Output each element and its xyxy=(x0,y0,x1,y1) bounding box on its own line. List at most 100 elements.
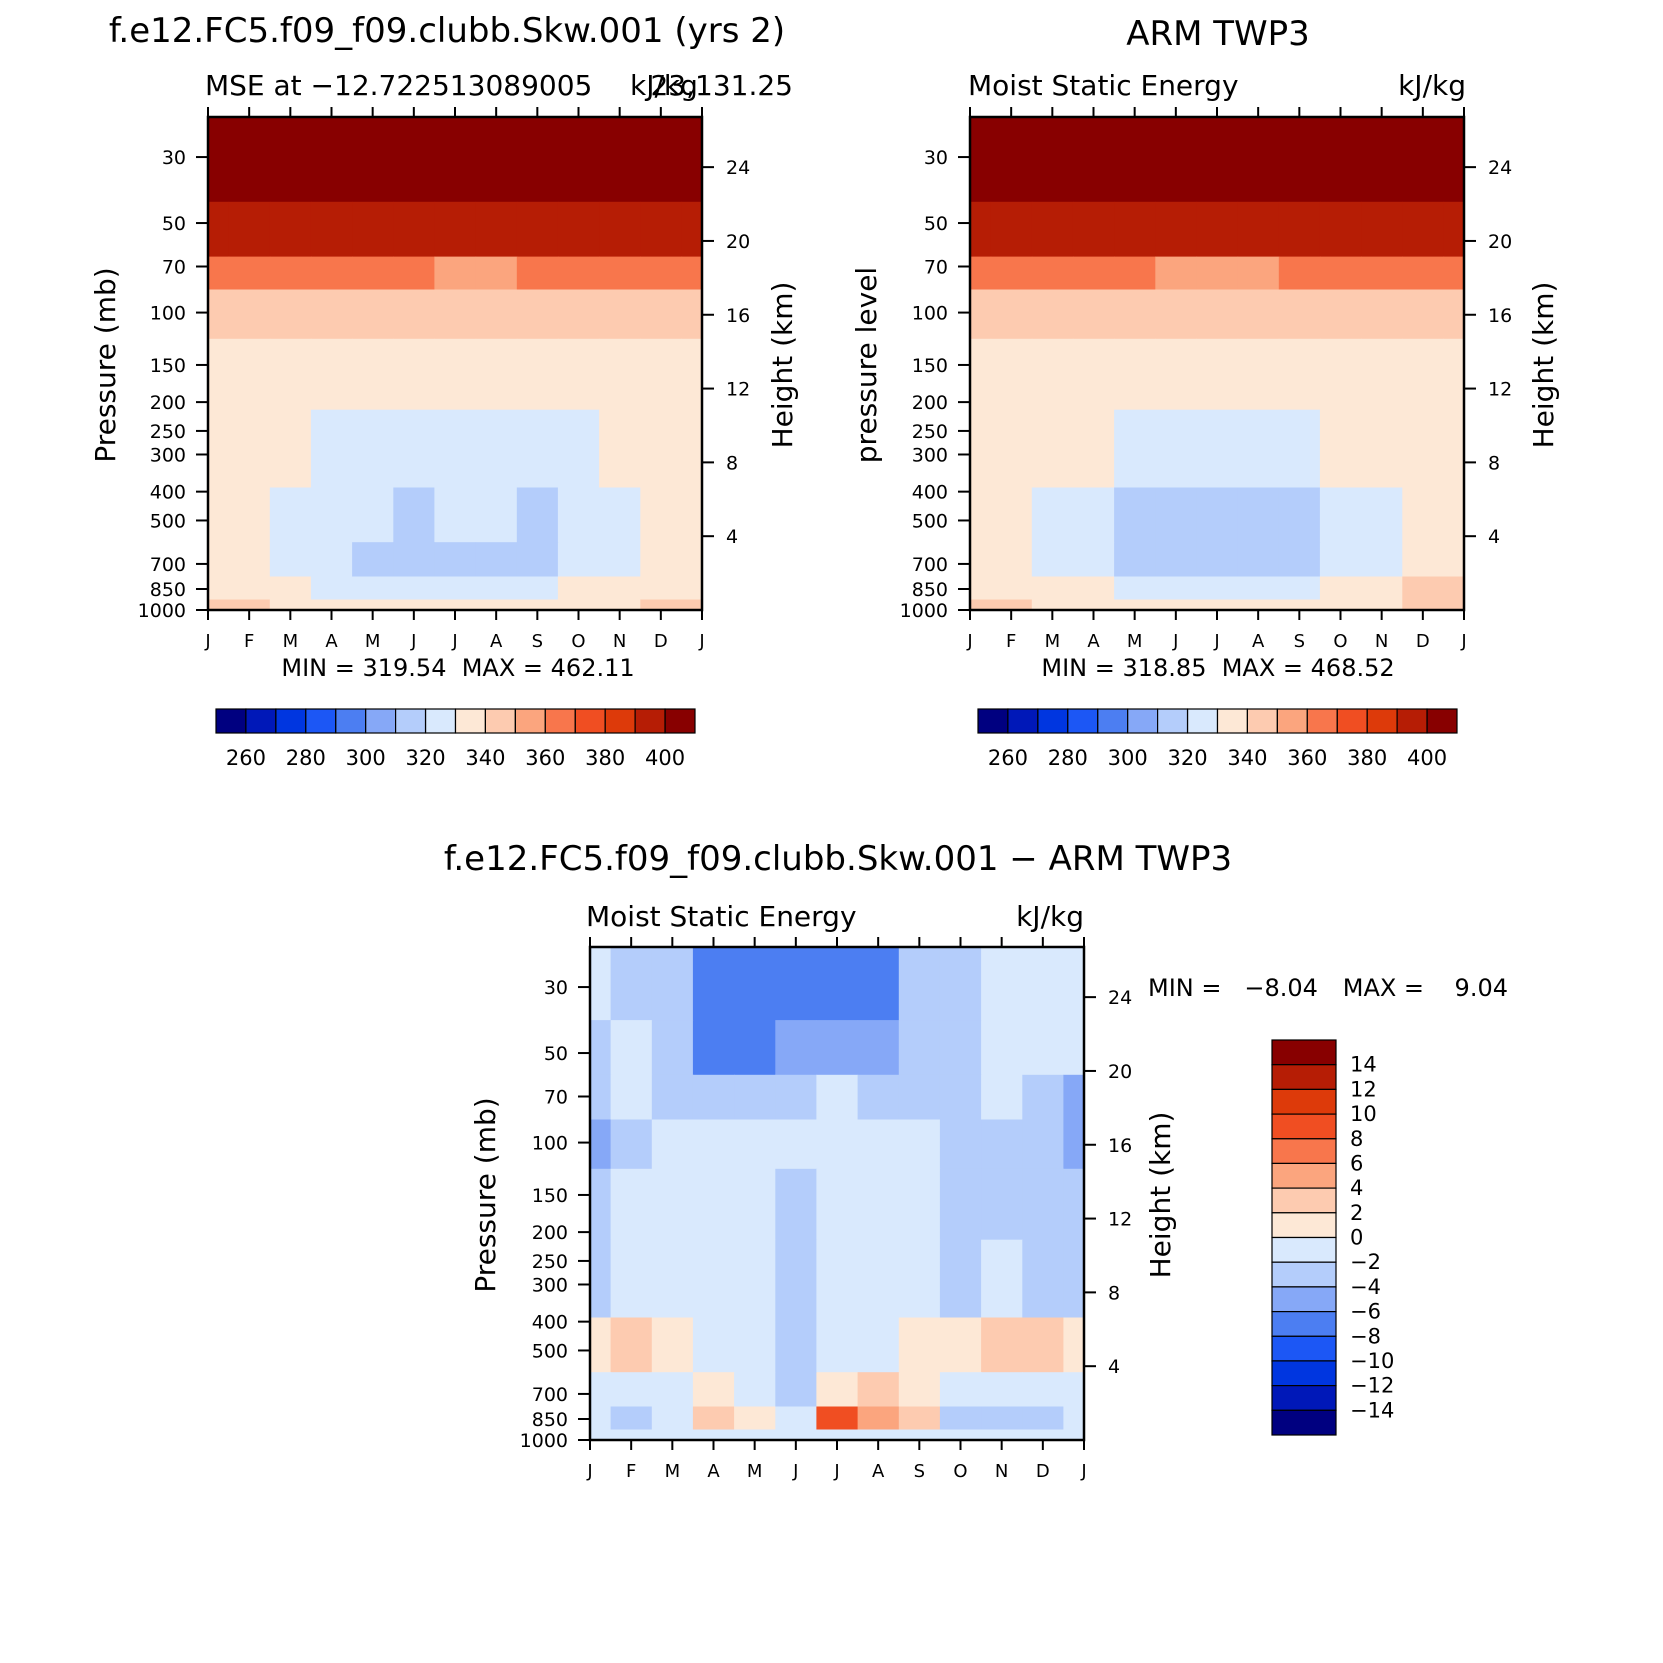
heatmap-cell xyxy=(1319,117,1362,203)
x-tick-label: A xyxy=(1087,631,1100,652)
panel-diff-right-title: kJ/kg xyxy=(1016,900,1084,933)
y-tick-label: 200 xyxy=(150,392,186,414)
colorbar-label: 260 xyxy=(988,746,1028,770)
heatmap-cell xyxy=(1072,117,1115,203)
heatmap-cell xyxy=(228,338,271,411)
heatmap-cell xyxy=(557,201,600,258)
heatmap-cell xyxy=(610,1074,653,1121)
colorbar-box xyxy=(1271,1162,1337,1189)
heatmap-cell xyxy=(1443,542,1465,578)
panel-obs-stats: MIN = 318.85 MAX = 468.52 xyxy=(1041,654,1394,682)
heatmap-cell xyxy=(228,409,271,489)
heatmap-cell xyxy=(599,542,641,578)
heatmap-cell xyxy=(1361,117,1403,203)
panel-obs-right-title: kJ/kg xyxy=(1398,69,1466,102)
heatmap-cell xyxy=(434,409,477,489)
x-tick-label: J xyxy=(1213,631,1219,652)
heatmap-cell xyxy=(1072,409,1115,489)
heatmap-cell xyxy=(269,117,312,203)
colorbar-label: −12 xyxy=(1350,1374,1394,1398)
heatmap-cell xyxy=(475,289,518,340)
heatmap-cell xyxy=(1072,338,1115,411)
heatmap-cell xyxy=(1402,599,1445,611)
heatmap-cell xyxy=(599,487,641,543)
panel-diff-stats-max: MAX = 9.04 xyxy=(1343,974,1508,1002)
y-tick-label: 700 xyxy=(150,554,186,576)
y2-tick-label: 4 xyxy=(1488,526,1500,548)
heatmap-cell xyxy=(269,256,312,291)
heatmap-cell xyxy=(734,1239,776,1319)
heatmap-cell xyxy=(692,1372,735,1408)
y-tick-label: 500 xyxy=(532,1340,568,1362)
heatmap-cell xyxy=(310,338,353,411)
heatmap-cell xyxy=(228,576,271,601)
heatmap-cell xyxy=(1063,1239,1085,1319)
heatmap-cell xyxy=(734,947,776,1021)
colorbar-box xyxy=(454,708,486,734)
heatmap-cell xyxy=(1155,289,1198,340)
heatmap-cell xyxy=(393,289,436,340)
y2-tick-label: 4 xyxy=(726,526,738,548)
colorbar-box xyxy=(634,708,666,734)
colorbar-label: −2 xyxy=(1350,1250,1381,1274)
heatmap-cell xyxy=(816,947,859,1021)
x-tick-label: J xyxy=(1460,631,1466,652)
colorbar-label: 340 xyxy=(1227,746,1267,770)
heatmap-cell xyxy=(1196,576,1239,601)
colorbar-box xyxy=(275,708,307,734)
heatmap-cell xyxy=(393,409,436,489)
heatmap-cell xyxy=(610,1168,653,1241)
x-tick-label: O xyxy=(1333,631,1347,652)
x-tick-label: F xyxy=(1006,631,1016,652)
heatmap-cell xyxy=(599,201,641,258)
heatmap-cell xyxy=(1031,487,1074,543)
panel-obs-ylabel: pressure level xyxy=(850,267,883,463)
x-tick-label: N xyxy=(613,631,626,652)
x-tick-label: M xyxy=(665,1461,681,1482)
colorbar-box xyxy=(1271,1261,1337,1288)
heatmap-cell xyxy=(816,1119,859,1170)
heatmap-cell xyxy=(1319,409,1362,489)
heatmap-cell xyxy=(1402,409,1445,489)
heatmap-cell xyxy=(1402,542,1445,578)
heatmap-cell xyxy=(1196,256,1239,291)
heatmap-cell xyxy=(1022,1168,1065,1241)
y2-tick-label: 8 xyxy=(1488,452,1500,474)
heatmap-cell xyxy=(1237,201,1280,258)
heatmap-cell xyxy=(651,1020,694,1076)
heatmap-cell xyxy=(434,576,477,601)
heatmap-cell xyxy=(1278,117,1321,203)
colorbar-box xyxy=(1037,708,1069,734)
heatmap-cell xyxy=(939,947,982,1021)
heatmap-cell xyxy=(1022,1429,1065,1441)
heatmap-cell xyxy=(1031,201,1074,258)
heatmap-cell xyxy=(1063,1372,1085,1408)
heatmap-cell xyxy=(434,487,477,543)
colorbar-box xyxy=(335,708,367,734)
heatmap-cell xyxy=(939,1020,982,1076)
heatmap-cell xyxy=(1072,201,1115,258)
colorbar-box xyxy=(1271,1212,1337,1239)
heatmap-cell xyxy=(857,1406,900,1431)
heatmap-cell xyxy=(269,409,312,489)
heatmap-cell xyxy=(590,1406,612,1431)
heatmap-cell xyxy=(681,338,703,411)
colorbar-label: 12 xyxy=(1350,1077,1377,1101)
y-tick-label: 70 xyxy=(924,257,948,279)
heatmap-cell xyxy=(1237,409,1280,489)
colorbar-box xyxy=(245,708,277,734)
heatmap-cell xyxy=(208,201,230,258)
y2-tick-label: 20 xyxy=(726,231,750,253)
heatmap-cell xyxy=(269,289,312,340)
colorbar-label: 10 xyxy=(1350,1102,1377,1126)
heatmap-cell xyxy=(857,1317,900,1373)
heatmap-cell xyxy=(1114,338,1156,411)
heatmap-cell xyxy=(681,289,703,340)
heatmap-cell xyxy=(208,542,230,578)
y-tick-label: 50 xyxy=(162,213,186,235)
y-tick-label: 250 xyxy=(532,1251,568,1273)
heatmap-cell xyxy=(816,1168,859,1241)
colorbar-label: 320 xyxy=(1168,746,1208,770)
heatmap-cell xyxy=(228,201,271,258)
heatmap-cell xyxy=(228,599,271,611)
